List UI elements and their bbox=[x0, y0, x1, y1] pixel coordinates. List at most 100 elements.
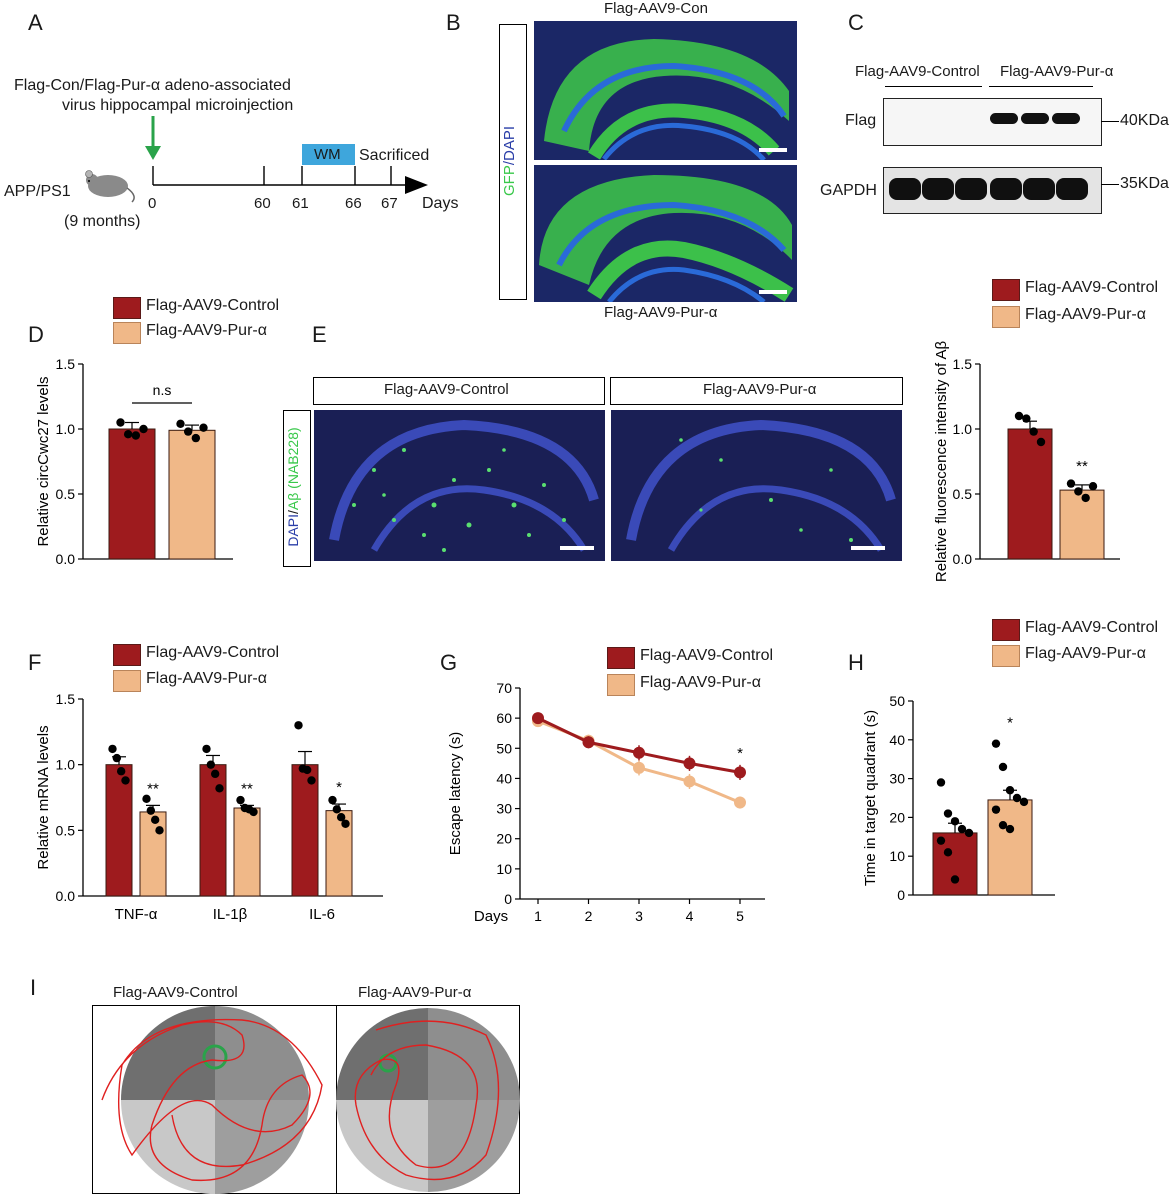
i-left-title: Flag-AAV9-Control bbox=[113, 984, 238, 1001]
c-group-pur: Flag-AAV9-Pur-α bbox=[1000, 63, 1114, 80]
legend-swatch-control bbox=[113, 297, 141, 319]
y-tick-label: 20 bbox=[889, 809, 905, 825]
c-group-control-line bbox=[885, 86, 982, 87]
data-point bbox=[155, 826, 164, 835]
data-point bbox=[307, 776, 316, 785]
e-legend-label-pur: Flag-AAV9-Pur-α bbox=[1025, 306, 1146, 323]
y-tick-label: 50 bbox=[889, 693, 905, 709]
tick-0: 0 bbox=[148, 195, 157, 212]
b-side-label: GFP/DAPI bbox=[501, 81, 523, 241]
data-point bbox=[532, 712, 544, 725]
g-legend-label-pur: Flag-AAV9-Pur-α bbox=[640, 674, 761, 691]
y-tick-label: 1.0 bbox=[953, 421, 973, 437]
h-legend-label-pur: Flag-AAV9-Pur-α bbox=[1025, 645, 1146, 662]
data-point bbox=[108, 744, 117, 754]
chart-f: 0.0 0.5 1.0 1.5 Relative mRNA levels ** TNF-α *… bbox=[35, 691, 383, 923]
y-tick-label: 10 bbox=[889, 848, 905, 864]
y-tick-label: 1.5 bbox=[56, 356, 76, 372]
data-point bbox=[112, 753, 122, 763]
significance-label: ** bbox=[147, 780, 159, 797]
western-blot-flag bbox=[883, 98, 1102, 146]
e-left-title: Flag-AAV9-Control bbox=[384, 381, 509, 398]
e-legend-label-control: Flag-AAV9-Control bbox=[1025, 279, 1159, 296]
bar bbox=[1007, 428, 1053, 560]
data-point bbox=[121, 776, 130, 785]
sacrificed-label: Sacrificed bbox=[359, 147, 430, 164]
data-point bbox=[1014, 411, 1024, 421]
data-point bbox=[1005, 824, 1015, 834]
injection-caption-line1: Flag-Con/Flag-Pur-α adeno-associated bbox=[14, 77, 291, 94]
x-tick-label: IL-1β bbox=[213, 906, 248, 923]
data-point bbox=[142, 794, 151, 804]
y-tick-label: 20 bbox=[496, 831, 512, 847]
x-tick-label: 5 bbox=[736, 908, 744, 924]
data-point bbox=[734, 796, 746, 809]
data-point bbox=[294, 721, 303, 730]
bar bbox=[105, 764, 133, 897]
f-legend-swatch-pur bbox=[113, 670, 141, 692]
flag-band bbox=[1052, 113, 1080, 124]
data-point bbox=[131, 431, 141, 440]
flag-band bbox=[1021, 113, 1049, 124]
b-top-title: Flag-AAV9-Con bbox=[604, 0, 708, 17]
significance-label: * bbox=[336, 779, 342, 796]
tick-60: 60 bbox=[254, 195, 271, 212]
legend-label-control: Flag-AAV9-Control bbox=[146, 297, 280, 314]
data-point bbox=[199, 423, 208, 432]
x-tick-label: 2 bbox=[585, 908, 593, 924]
x-tick-label: 1 bbox=[534, 908, 542, 924]
data-point bbox=[582, 736, 595, 749]
mw-35-label: 35KDa bbox=[1120, 175, 1169, 192]
y-tick-label: 10 bbox=[496, 861, 512, 877]
y-tick-label: 60 bbox=[496, 710, 512, 726]
data-point bbox=[957, 824, 967, 834]
data-point bbox=[998, 820, 1008, 830]
data-point bbox=[936, 836, 946, 845]
bar bbox=[233, 807, 261, 897]
panel-label-e: E bbox=[312, 322, 327, 347]
y-tick-label: 40 bbox=[496, 770, 512, 786]
abeta-image-control bbox=[314, 410, 605, 561]
e-legend-swatch-control bbox=[992, 279, 1020, 301]
bar bbox=[108, 428, 156, 560]
mouse-icon bbox=[85, 170, 135, 203]
data-point bbox=[191, 433, 201, 443]
abeta-image-pur bbox=[611, 410, 902, 561]
data-point bbox=[150, 815, 160, 825]
g-legend-swatch-pur bbox=[607, 674, 635, 696]
panel-label-c: C bbox=[848, 10, 864, 35]
chart-h: 0 10 20 30 40 50 Time in target quadrant (s) * bbox=[862, 693, 1055, 903]
y-tick-label: 1.5 bbox=[953, 356, 973, 372]
e-legend-swatch-pur bbox=[992, 306, 1020, 328]
f-legend-swatch-control bbox=[113, 644, 141, 666]
g-legend-label-control: Flag-AAV9-Control bbox=[640, 647, 774, 664]
e-left-title-box bbox=[313, 377, 605, 405]
data-point bbox=[1081, 493, 1090, 503]
data-point bbox=[633, 746, 645, 759]
data-point bbox=[341, 819, 350, 828]
c-group-pur-line bbox=[989, 86, 1093, 87]
data-point bbox=[998, 762, 1008, 772]
bar bbox=[291, 764, 319, 897]
y-tick-label: 1.0 bbox=[56, 757, 76, 773]
data-point bbox=[139, 424, 148, 434]
model-label: APP/PS1 bbox=[4, 183, 71, 200]
data-point bbox=[1005, 786, 1015, 795]
y-tick-label: 30 bbox=[889, 771, 905, 787]
data-point bbox=[332, 805, 342, 814]
e-ab-label: Aβ (NAB228) bbox=[285, 427, 301, 511]
panel-label-f: F bbox=[28, 650, 42, 675]
y-tick-label: 0.0 bbox=[953, 551, 973, 567]
panel-label-g: G bbox=[440, 650, 458, 675]
h-legend-label-control: Flag-AAV9-Control bbox=[1025, 619, 1159, 636]
mw-40-label: 40KDa bbox=[1120, 112, 1169, 129]
panel-label-a: A bbox=[28, 10, 43, 35]
data-point bbox=[123, 430, 133, 439]
y-tick-label: 0.0 bbox=[56, 888, 76, 904]
western-blot-gapdh bbox=[883, 167, 1102, 214]
panel-label-d: D bbox=[28, 322, 44, 347]
y-axis-label: Relative fluorescence intensity of Aβ bbox=[933, 341, 950, 583]
panel-label-b: B bbox=[446, 10, 461, 35]
